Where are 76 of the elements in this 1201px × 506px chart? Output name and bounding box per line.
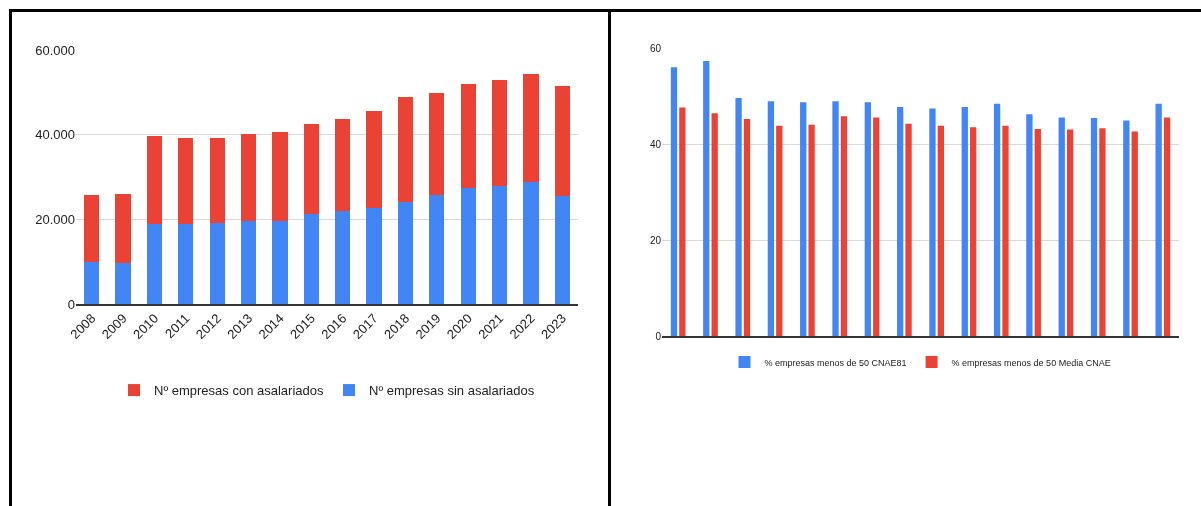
- bar: [209, 222, 225, 304]
- bar: [491, 79, 508, 187]
- bar: [366, 110, 382, 208]
- bar: [864, 102, 871, 336]
- bar: [272, 131, 288, 221]
- bar: [1090, 118, 1098, 336]
- bar: [1058, 117, 1065, 336]
- bar: [554, 86, 570, 197]
- bar: [993, 103, 1001, 336]
- bar: [272, 220, 288, 304]
- bar: [670, 67, 678, 336]
- bar: [84, 195, 100, 262]
- bar: [1026, 114, 1033, 336]
- bar: [303, 124, 319, 215]
- bar: [970, 127, 977, 336]
- bar: [335, 119, 351, 212]
- y-tick-label: 60: [649, 42, 662, 54]
- y-tick-label: 0: [655, 330, 662, 342]
- bar: [240, 133, 257, 222]
- bar: [743, 119, 751, 336]
- bar: [397, 96, 414, 202]
- y-tick-label: 40: [649, 138, 662, 150]
- bar: [178, 223, 194, 304]
- bar: [703, 60, 710, 336]
- bar: [1066, 129, 1074, 336]
- y-tick-label: 60.000: [35, 42, 75, 58]
- bar: [460, 188, 476, 304]
- bar: [209, 137, 225, 223]
- bar: [115, 194, 131, 263]
- bar: [491, 186, 508, 304]
- bar: [178, 137, 194, 224]
- y-tick-label: 20: [649, 234, 662, 246]
- bar: [1155, 103, 1162, 336]
- bar: [460, 84, 476, 189]
- bar: [832, 101, 839, 336]
- bar: [84, 261, 100, 304]
- bar: [115, 262, 131, 304]
- bar: [840, 116, 848, 336]
- y-tick-label: 20.000: [35, 211, 75, 227]
- bar: [776, 125, 783, 336]
- bar: [735, 97, 742, 336]
- y-tick-label: 40.000: [35, 127, 75, 143]
- bar: [679, 107, 686, 336]
- bar: [873, 117, 880, 336]
- bar: [1034, 129, 1041, 336]
- bar: [1002, 125, 1009, 336]
- bar: [711, 113, 718, 336]
- bar: [429, 195, 445, 304]
- bar: [929, 108, 936, 336]
- bar: [523, 181, 539, 304]
- legend-label: % empresas menos de 50 CNAE81: [764, 357, 907, 368]
- bar: [523, 74, 539, 182]
- bar: [961, 107, 968, 336]
- bar: [800, 102, 807, 336]
- bar: [240, 221, 257, 304]
- bar: [767, 101, 775, 336]
- bar: [896, 107, 904, 336]
- bar: [808, 124, 815, 336]
- y-tick-label: 0: [67, 296, 75, 312]
- bar: [429, 93, 445, 196]
- bar: [554, 196, 570, 304]
- bar: [1099, 128, 1106, 336]
- legend-label: Nº empresas sin asalariados: [369, 383, 535, 399]
- bar: [937, 125, 945, 336]
- bar: [146, 223, 163, 304]
- bar: [146, 135, 163, 224]
- bar: [397, 201, 414, 304]
- bar: [1131, 131, 1138, 336]
- bar: [905, 123, 912, 336]
- bar: [1163, 117, 1171, 336]
- bar: [303, 214, 319, 304]
- bar: [366, 207, 382, 304]
- legend-label: Nº empresas con asalariados: [154, 383, 324, 399]
- bar: [335, 211, 351, 304]
- bar: [1123, 120, 1130, 336]
- legend-label: % empresas menos de 50 Media CNAE: [951, 357, 1111, 368]
